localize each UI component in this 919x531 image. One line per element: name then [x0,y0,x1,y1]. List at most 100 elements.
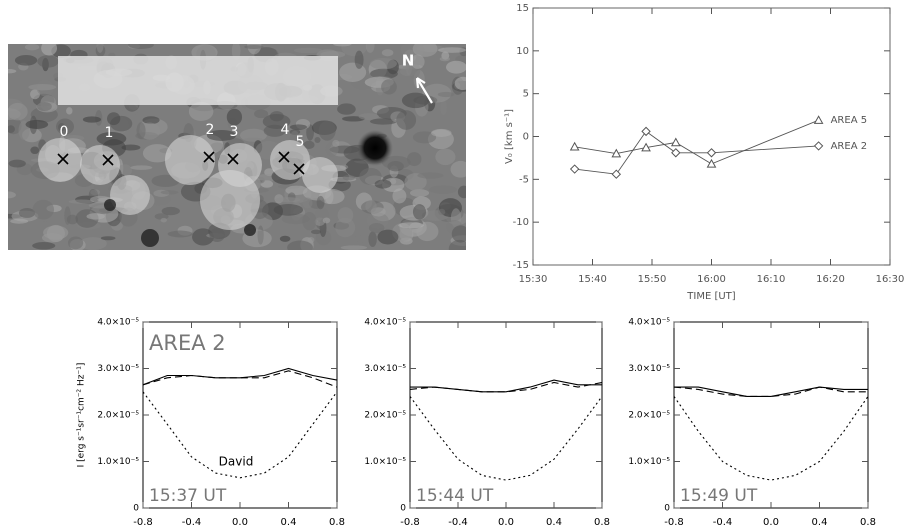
granule [275,197,301,203]
granule [446,60,466,74]
y-tick-label: 3.0×10⁻⁵ [97,364,139,374]
granule [369,57,397,70]
granule [335,217,356,238]
x-tick-label: -0.8 [133,517,153,528]
granule [100,236,116,241]
area-label: 4 [281,122,290,138]
granule [451,225,466,243]
granule [318,120,336,141]
granule [359,167,382,185]
granule [354,50,364,69]
granule [142,144,172,163]
area-label: 0 [60,124,69,140]
curve-note: David [219,455,254,469]
x-tick-label: -0.4 [713,517,733,528]
granule [303,140,315,149]
x-axis-label: TIME [UT] [686,291,736,302]
granule [314,136,321,143]
granule [10,218,29,224]
granule [128,44,154,49]
granule [289,124,307,130]
granule [41,44,58,56]
x-tick-label: -0.8 [400,517,420,528]
plot-frame [673,321,869,509]
granule [316,195,325,210]
granule [337,207,354,224]
series-line [410,379,602,393]
compass-arrow [415,77,433,104]
granule [412,131,437,144]
granule [410,54,425,69]
granule [310,229,322,235]
granule [8,191,16,199]
x-tick-label: 16:00 [697,274,726,285]
area-marker [203,151,215,163]
y-tick-label: 4.0×10⁻⁵ [364,318,406,328]
y-tick-label: 3.0×10⁻⁵ [628,364,670,374]
granule [262,113,291,129]
granule [279,235,291,242]
granule [30,146,40,155]
granule [401,92,430,109]
granule [8,102,28,121]
marker [813,115,824,124]
y-tick-label: 2.0×10⁻⁵ [628,411,670,421]
area-marker [102,154,114,166]
y-axis-label: V₀ [km s⁻¹] [504,109,515,164]
granule [333,44,352,47]
marker [611,148,622,158]
y-tick-label: 0 [523,132,529,143]
x-tick-label: -0.4 [182,517,202,528]
x-tick-label: 0.0 [232,517,248,528]
highlight-box [58,56,338,105]
granule [302,211,317,231]
series-label: AREA 5 [831,115,868,126]
plot-frame [532,7,891,266]
granule [24,44,40,51]
plage [38,138,82,182]
granule [32,199,55,220]
granule [30,89,41,100]
granule [398,222,424,229]
granule [206,130,237,141]
x-tick-label: 0.4 [546,517,562,528]
granule [167,230,193,238]
granule [68,199,95,204]
granule [287,240,313,250]
x-tick-label: 15:30 [519,274,548,285]
granule [293,47,323,54]
area-label: 1 [105,125,114,141]
plage [200,170,260,230]
granule [25,119,49,129]
solar-image [8,44,466,250]
granule [82,116,102,123]
granule [405,57,413,76]
marker [813,141,824,151]
x-tick-label: 0.4 [281,517,297,528]
series-line [574,130,819,175]
granule [454,76,466,91]
y-axis-label: I [erg s⁻¹sr⁻¹cm⁻² Hz⁻¹] [77,363,87,468]
plot-frame [409,321,603,509]
y-tick-label: 15 [516,3,529,14]
y-tick-label: 0 [664,504,670,514]
granule [457,185,466,199]
granule [365,199,377,213]
granule [315,229,332,246]
granule [377,229,399,245]
granule [352,235,371,243]
granule [188,101,214,122]
y-tick-label: 10 [516,46,529,57]
granule [381,155,411,170]
pore [244,224,256,236]
granule [358,113,379,120]
granule [160,190,179,195]
granule [247,44,262,55]
y-tick-label: 2.0×10⁻⁵ [364,411,406,421]
granule [18,207,36,218]
granule [369,118,397,125]
granule [396,110,417,130]
granule [337,103,356,115]
granule [275,44,285,56]
